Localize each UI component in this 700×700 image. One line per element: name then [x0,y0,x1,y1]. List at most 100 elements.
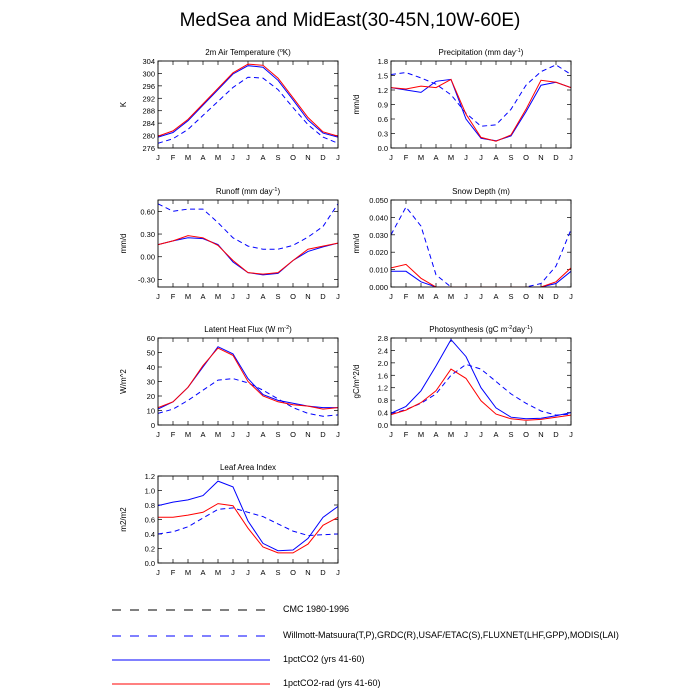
x-tick-label: A [260,430,265,439]
y-tick-label: 0.60 [140,207,155,216]
x-tick-label: F [404,430,409,439]
x-tick-label: A [433,430,438,439]
y-tick-label: 284 [142,119,155,128]
panel-title: Latent Heat Flux (W m-2) [204,325,292,334]
x-tick-label: S [275,568,280,577]
series-line-rad [391,263,571,287]
plot-frame [390,337,572,426]
series-line-obs [391,363,571,416]
x-tick-label: A [493,153,498,162]
x-tick-label: S [508,153,513,162]
series-line-exp [158,346,338,410]
x-tick-label: J [479,430,483,439]
y-tick-label: 1.2 [145,472,155,481]
y-axis-label: mm/d [352,234,361,254]
y-tick-label: 0.9 [378,101,388,110]
series-line-rad [391,368,571,421]
x-tick-label: J [389,153,393,162]
x-tick-label: A [433,292,438,301]
y-tick-label: 10 [147,407,155,416]
y-tick-label: 1.0 [145,487,155,496]
x-tick-label: D [320,153,326,162]
x-tick-label: D [553,430,559,439]
x-tick-label: J [336,430,340,439]
series-line-exp [158,237,338,276]
y-tick-label: 0.020 [369,248,388,257]
x-tick-label: N [305,430,310,439]
y-tick-label: 20 [147,392,155,401]
x-tick-label: D [553,153,559,162]
x-tick-label: A [200,153,205,162]
y-axis-label: mm/d [352,95,361,115]
x-tick-label: M [185,430,191,439]
x-tick-label: J [231,568,235,577]
x-tick-label: J [246,568,250,577]
y-tick-label: 0.30 [140,230,155,239]
x-tick-label: J [389,430,393,439]
y-tick-label: 2.4 [378,346,388,355]
y-tick-label: 0.000 [369,283,388,292]
y-tick-label: 296 [142,82,155,91]
y-tick-label: 1.6 [378,371,388,380]
x-tick-label: S [275,292,280,301]
x-tick-label: J [479,292,483,301]
panel-title: Runoff (mm day-1) [216,187,281,196]
x-tick-label: J [156,430,160,439]
series-line-obs [391,206,571,287]
x-tick-label: F [171,292,176,301]
series-line-obs [158,507,338,537]
x-tick-label: O [523,430,529,439]
x-tick-label: J [246,430,250,439]
x-tick-label: S [508,430,513,439]
panel-7: Leaf Area Index m2/m2 0.0 0.2 0.4 0.6 0.8 1.0 1.… [119,463,340,577]
y-tick-label: 0.010 [369,266,388,275]
y-tick-label: 0.040 [369,213,388,222]
y-tick-label: -0.30 [138,275,155,284]
y-tick-label: 0.4 [145,530,155,539]
x-tick-label: O [290,568,296,577]
y-axis-label: K [119,101,128,107]
x-tick-label: N [305,292,310,301]
y-tick-label: 50 [147,349,155,358]
plot-frame [157,199,339,288]
x-tick-label: M [215,292,221,301]
y-tick-label: 0.0 [378,144,388,153]
y-tick-label: 0.6 [145,516,155,525]
y-tick-label: 40 [147,363,155,372]
x-tick-label: M [448,153,454,162]
x-tick-label: A [200,430,205,439]
y-tick-label: 0.030 [369,231,388,240]
x-tick-label: J [479,153,483,162]
plot-frame [157,475,339,564]
x-tick-label: J [246,153,250,162]
x-tick-label: A [200,568,205,577]
plot-frame [157,60,339,149]
y-axis-label: mm/d [119,234,128,254]
x-tick-label: M [448,292,454,301]
y-tick-label: 0.2 [145,545,155,554]
panel-title: Photosynthesis (gC m-2day-1) [429,325,533,334]
series-line-exp [158,480,338,552]
panel-3: Runoff (mm day-1) mm/d -0.30 0.00 0.30 0.60 J F… [119,187,340,301]
x-tick-label: D [553,292,559,301]
y-tick-label: 2.0 [378,359,388,368]
x-tick-label: A [260,568,265,577]
y-tick-label: 276 [142,144,155,153]
x-tick-label: M [418,292,424,301]
x-tick-label: J [569,430,573,439]
panel-4: Snow Depth (m) mm/d 0.000 0.010 0.020 0.030 0.… [352,187,573,301]
x-tick-label: J [336,568,340,577]
panel-title: Precipitation (mm day-1) [439,48,524,57]
x-tick-label: J [231,153,235,162]
panel-title: Leaf Area Index [220,463,276,472]
x-tick-label: A [493,430,498,439]
y-tick-label: 0.0 [378,421,388,430]
x-tick-label: D [320,430,326,439]
y-tick-label: 2.8 [378,334,388,343]
x-tick-label: N [538,292,543,301]
y-tick-label: 0.8 [378,396,388,405]
x-tick-label: A [200,292,205,301]
x-tick-label: F [171,153,176,162]
x-tick-label: M [215,153,221,162]
